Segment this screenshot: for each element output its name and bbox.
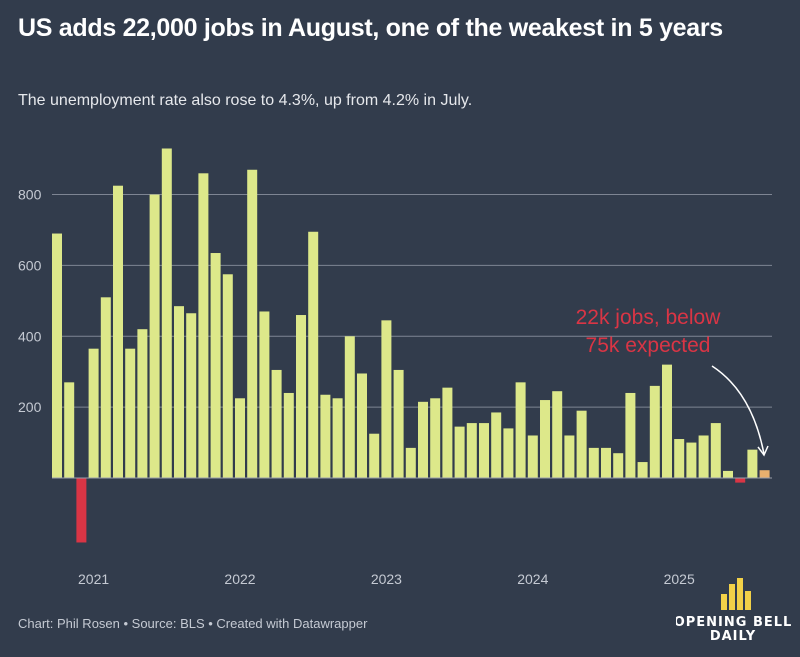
- bar-2024-04: [564, 435, 575, 478]
- bar-2025-04: [710, 423, 721, 478]
- bar-2022-05: [283, 392, 294, 478]
- bar-2022-04: [271, 369, 282, 478]
- bar-2022-03: [259, 311, 270, 478]
- bar-2024-02: [540, 400, 550, 478]
- annotation-line-1: 22k jobs, below: [576, 306, 722, 329]
- bar-2024-12: [662, 364, 672, 478]
- bar-2021-08: [174, 306, 184, 478]
- bar-2025-02: [686, 442, 697, 478]
- annotation-line-2: 75k expected: [586, 334, 711, 357]
- bar-2021-03: [113, 185, 123, 478]
- bar-2023-06: [442, 387, 453, 478]
- bar-2023-08: [466, 423, 477, 478]
- bar-2022-12: [369, 433, 380, 478]
- bar-2024-11: [649, 385, 660, 478]
- bar-2021-01: [88, 348, 99, 478]
- bar-2024-10: [637, 462, 648, 478]
- annotation: 22k jobs, below 75k expected: [576, 306, 769, 457]
- bar-2023-09: [479, 423, 489, 478]
- bar-2022-06: [296, 315, 306, 478]
- bar-2020-10: [52, 233, 62, 478]
- bar-2022-02: [247, 169, 258, 478]
- logo-line-1: OPENING BELL: [676, 615, 792, 630]
- bar-2024-01: [527, 435, 538, 478]
- bar-2023-11: [503, 428, 514, 478]
- bar-2021-07: [161, 148, 172, 478]
- y-tick-label: 600: [18, 257, 42, 273]
- bars: [52, 148, 770, 543]
- x-tick-label: 2025: [664, 571, 695, 587]
- bar-2023-02: [393, 369, 404, 478]
- bar-2021-02: [100, 297, 111, 478]
- bar-2025-03: [698, 435, 709, 478]
- bar-2021-10: [198, 173, 209, 478]
- opening-bell-daily-logo: OPENING BELL DAILY: [674, 576, 792, 652]
- chart-subtitle: The unemployment rate also rose to 4.3%,…: [18, 92, 473, 109]
- annotation-arrow: [711, 365, 765, 455]
- y-axis-labels: 200 400 600 800: [18, 187, 42, 416]
- bar-2024-03: [552, 391, 563, 478]
- bar-2021-05: [137, 329, 148, 478]
- bar-2025-06: [735, 478, 746, 483]
- bar-2022-10: [344, 336, 355, 478]
- bar-2023-07: [454, 426, 465, 478]
- logo-line-2: DAILY: [710, 629, 756, 644]
- bar-2021-04: [125, 348, 136, 478]
- chart-footer: Chart: Phil Rosen • Source: BLS • Create…: [18, 616, 368, 631]
- bar-2022-11: [357, 373, 367, 478]
- bar-2023-01: [381, 320, 392, 478]
- x-tick-label: 2021: [78, 571, 109, 587]
- bar-2022-09: [332, 398, 343, 478]
- bar-2020-11: [64, 382, 75, 478]
- bar-2025-01: [674, 439, 685, 478]
- chart-title: US adds 22,000 jobs in August, one of th…: [18, 14, 723, 42]
- x-axis-labels: 2021 2022 2023 2024 2025: [78, 571, 695, 587]
- bar-2025-08: [759, 470, 770, 478]
- bar-2021-12: [222, 274, 233, 478]
- y-tick-label: 200: [18, 399, 42, 415]
- bar-2024-07: [601, 447, 611, 478]
- bar-2021-06: [149, 194, 160, 478]
- x-tick-label: 2022: [224, 571, 255, 587]
- y-tick-label: 800: [18, 187, 42, 203]
- bar-2023-03: [405, 447, 416, 478]
- bar-2025-05: [723, 470, 733, 478]
- bar-2021-11: [210, 253, 221, 478]
- annotation-arrowhead: [757, 445, 769, 457]
- bar-2021-09: [186, 313, 197, 478]
- bar-2022-07: [308, 231, 319, 478]
- x-tick-label: 2023: [371, 571, 402, 587]
- bar-2024-06: [588, 447, 599, 478]
- bar-2023-10: [491, 412, 502, 478]
- y-tick-label: 400: [18, 328, 42, 344]
- bar-2024-05: [576, 410, 587, 478]
- logo-bars-icon: OPENING BELL DAILY: [674, 578, 792, 644]
- bar-2022-01: [235, 398, 245, 478]
- bar-2022-08: [320, 394, 331, 478]
- bar-2024-09: [625, 392, 636, 478]
- bar-2023-12: [515, 382, 526, 478]
- bar-2023-05: [430, 398, 441, 478]
- x-tick-label: 2024: [517, 571, 548, 587]
- bar-2020-12: [76, 478, 87, 543]
- bar-2025-07: [747, 449, 758, 478]
- bar-2023-04: [418, 401, 428, 478]
- bar-2024-08: [613, 453, 624, 478]
